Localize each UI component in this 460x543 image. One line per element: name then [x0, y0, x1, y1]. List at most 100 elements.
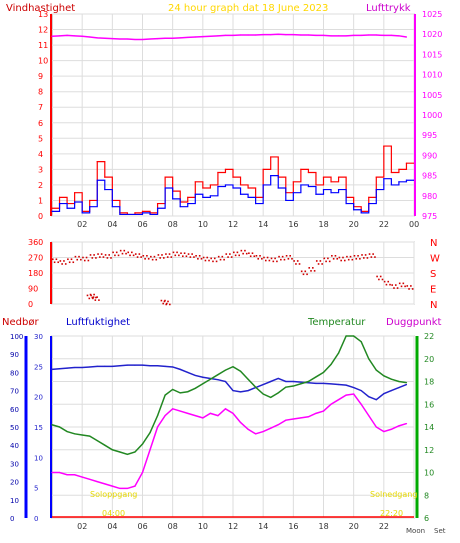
direction-point	[296, 260, 299, 262]
humidity-tick-label: 20	[34, 394, 43, 402]
direction-point	[310, 270, 312, 272]
x-tick-label: 22	[379, 522, 389, 531]
direction-point	[268, 259, 271, 262]
data-point	[224, 380, 227, 383]
data-point	[330, 181, 332, 183]
data-point	[179, 37, 181, 39]
data-point	[217, 35, 219, 37]
data-point	[89, 199, 91, 202]
x-tick-label: 20	[349, 522, 359, 531]
data-point	[104, 483, 106, 485]
direction-tick-label: 0	[28, 300, 33, 309]
data-point	[247, 428, 249, 430]
direction-point	[315, 260, 318, 262]
direction-point	[248, 252, 250, 255]
x-tick-label: 12	[228, 220, 238, 229]
data-point	[375, 176, 377, 178]
data-point	[345, 35, 347, 37]
humidity-tick-label: 15	[34, 424, 43, 432]
direction-point	[83, 259, 86, 262]
direction-point	[340, 259, 342, 262]
direction-point	[378, 278, 380, 281]
data-point	[239, 391, 242, 393]
direction-point	[249, 255, 252, 258]
direction-point	[95, 296, 97, 299]
data-point	[277, 377, 279, 380]
direction-point	[283, 258, 286, 261]
direction-tick-label: 360	[28, 238, 43, 247]
direction-point	[233, 251, 235, 254]
data-point	[51, 207, 53, 209]
temp-tick-label: 6	[424, 514, 429, 523]
direction-point	[132, 254, 135, 257]
data-point	[81, 35, 83, 37]
direction-point	[219, 258, 222, 261]
data-point	[126, 213, 129, 216]
data-point	[353, 34, 355, 37]
wind-tick-label: 4	[38, 150, 43, 159]
data-point	[149, 449, 151, 451]
direction-point	[361, 254, 363, 256]
direction-point	[52, 258, 54, 261]
data-point	[315, 412, 317, 414]
direction-point	[349, 255, 352, 258]
x-tick-label: 14	[258, 220, 268, 229]
data-point	[164, 415, 166, 417]
direction-point	[346, 255, 348, 258]
direction-point	[150, 255, 152, 258]
data-point	[300, 34, 302, 36]
data-point	[156, 207, 159, 209]
data-point	[224, 408, 227, 410]
data-point	[89, 206, 91, 208]
data-point	[300, 381, 302, 383]
direction-point	[134, 253, 137, 255]
data-point	[239, 34, 242, 36]
wind-tick-label: 2	[38, 181, 43, 190]
direction-point	[300, 270, 303, 273]
pressure-tick-label: 1010	[422, 71, 442, 80]
data-point	[255, 433, 257, 435]
data-point	[239, 370, 242, 372]
wind-tick-label: 6	[38, 119, 43, 128]
direction-point	[402, 282, 405, 285]
rain-tick-label: 100	[10, 333, 23, 341]
direction-point	[131, 251, 133, 254]
data-point	[262, 184, 264, 186]
humidity-axis-title: Luftfuktighet	[66, 317, 130, 328]
dewpoint-axis-title: Duggpunkt	[386, 317, 442, 328]
data-point	[58, 471, 61, 474]
direction-point	[168, 253, 171, 255]
data-point	[345, 202, 347, 205]
data-point	[232, 176, 234, 178]
temperature-axis-title: Temperatur	[307, 317, 366, 328]
pressure-tick-label: 1020	[422, 30, 442, 39]
direction-point	[129, 254, 131, 257]
data-point	[322, 410, 325, 412]
direction-tick-label: 180	[28, 269, 43, 278]
wind-tick-label: 8	[38, 88, 43, 97]
data-point	[164, 365, 166, 367]
direction-point	[155, 258, 158, 261]
data-point	[315, 184, 317, 186]
data-point	[119, 213, 121, 216]
direction-point	[387, 280, 390, 283]
direction-point	[308, 267, 311, 269]
data-point	[202, 383, 204, 385]
direction-point	[319, 260, 322, 262]
direction-point	[394, 284, 397, 286]
data-point	[187, 36, 189, 39]
pressure-tick-label: 1000	[422, 111, 442, 120]
data-point	[307, 382, 310, 384]
data-point	[247, 196, 249, 198]
direction-point	[164, 299, 166, 302]
data-point	[111, 206, 113, 208]
compass-label: S	[430, 269, 436, 280]
direction-point	[408, 288, 410, 290]
data-point	[285, 386, 287, 388]
data-point	[337, 352, 340, 354]
direction-point	[93, 293, 95, 296]
temp-tick-label: 14	[424, 423, 434, 432]
direction-point	[291, 258, 293, 260]
direction-point	[172, 251, 175, 254]
data-point	[262, 430, 264, 433]
